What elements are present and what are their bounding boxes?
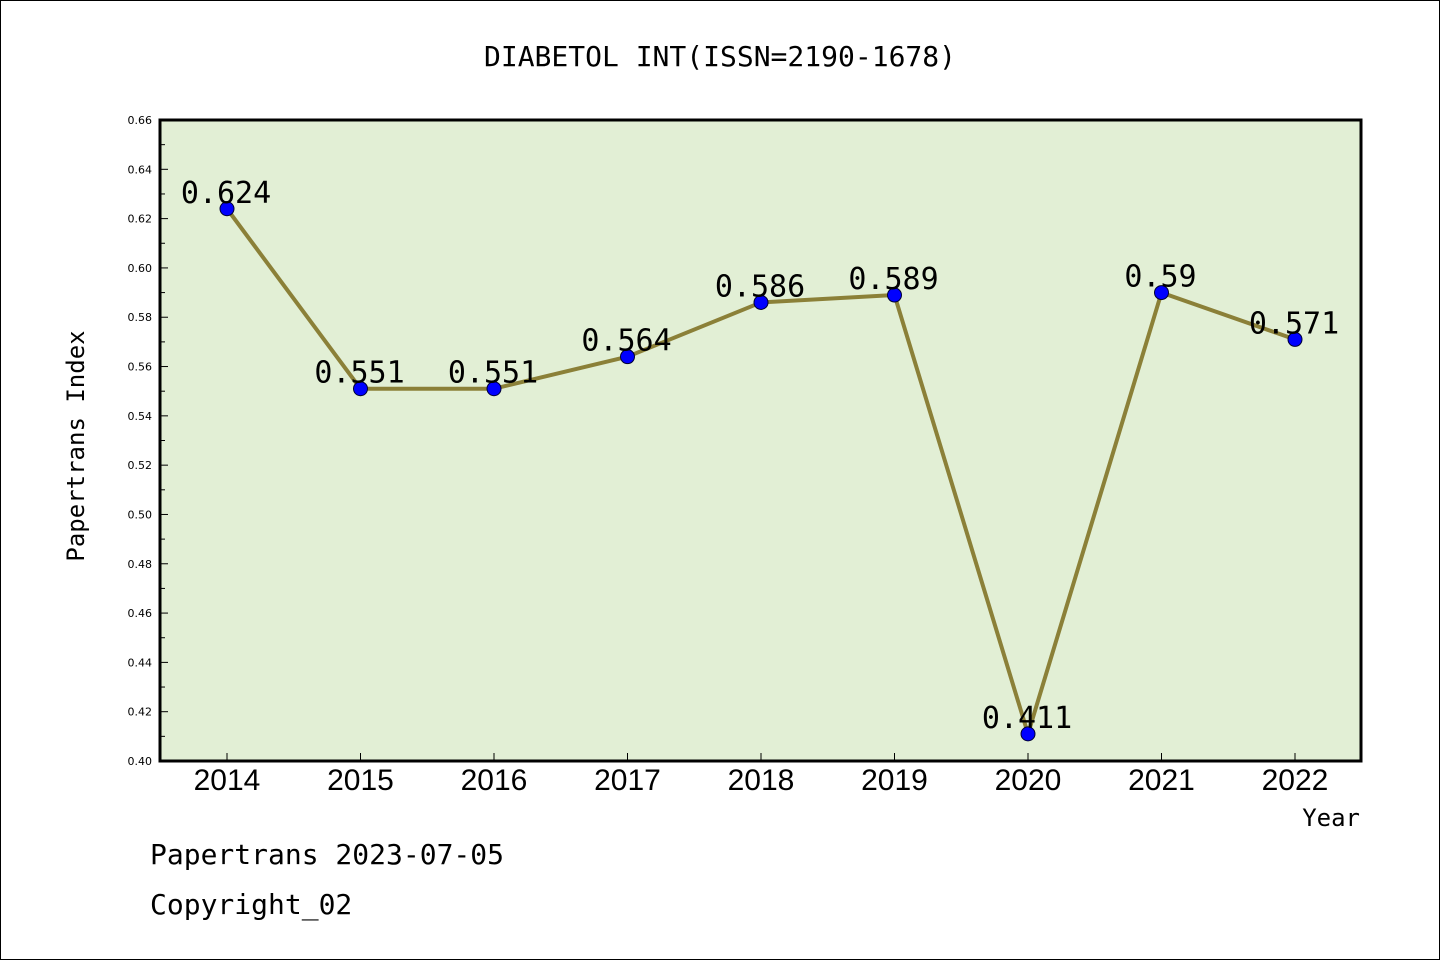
x-axis-title: Year: [1302, 804, 1360, 832]
data-point: [620, 349, 635, 365]
series-markers: [219, 201, 1303, 742]
data-label: 0.624: [181, 176, 271, 211]
x-tick-label: 2017: [594, 764, 661, 797]
x-tick-label: 2020: [995, 764, 1062, 797]
y-tick-label: 0.54: [128, 410, 153, 423]
data-point: [753, 294, 769, 310]
data-label: 0.59: [1124, 260, 1196, 295]
y-tick-label: 0.56: [128, 361, 153, 374]
plot-border: [158, 118, 1363, 763]
data-label: 0.551: [448, 356, 538, 391]
y-tick-label: 0.40: [128, 755, 153, 768]
data-point: [219, 201, 235, 217]
chart-title: DIABETOL INT(ISSN=2190-1678): [484, 40, 956, 73]
y-tick-label: 0.58: [128, 311, 153, 324]
data-label: 0.411: [982, 701, 1072, 736]
x-tick-label: 2021: [1128, 764, 1195, 797]
y-tick-label: 0.62: [128, 213, 153, 226]
data-label: 0.564: [581, 324, 671, 359]
y-tick-label: 0.66: [128, 114, 153, 127]
x-tick-label: 2018: [728, 764, 795, 797]
plot-area: [160, 120, 1361, 761]
x-tick-label: 2015: [327, 764, 394, 797]
y-tick-label: 0.50: [128, 508, 153, 521]
data-point: [1154, 285, 1169, 301]
data-labels: 0.624 0.551 0.551 0.564 0.586 0.589 0.411 0.59 0…: [181, 176, 1339, 736]
data-label: 0.571: [1249, 306, 1339, 341]
x-tick-label: 2022: [1262, 764, 1329, 797]
y-tick-label: 0.60: [128, 262, 153, 275]
y-tick-label: 0.48: [128, 558, 153, 571]
data-point: [887, 287, 902, 303]
data-point: [1020, 726, 1036, 742]
data-point: [353, 381, 368, 397]
data-label: 0.551: [314, 356, 404, 391]
x-tick-label: 2016: [461, 764, 528, 797]
y-tick-label: 0.46: [128, 607, 153, 620]
y-tick-label: 0.64: [128, 163, 153, 176]
y-axis-title: Papertrans Index: [62, 330, 90, 561]
data-point: [486, 381, 502, 397]
data-label: 0.589: [848, 262, 938, 297]
x-tick-label: 2019: [861, 764, 928, 797]
x-tick-label: 2014: [194, 764, 261, 797]
data-label: 0.586: [715, 269, 805, 304]
data-point: [1287, 331, 1303, 347]
y-tick-label: 0.52: [128, 459, 153, 472]
y-tick-label: 0.42: [128, 706, 153, 719]
footer-copyright: Copyright_02: [150, 888, 352, 922]
y-tick-label: 0.44: [128, 656, 153, 669]
x-axis: 2014 2015 2016 2017 2018 2019 2020 2021 2022: [194, 753, 1329, 797]
footer-date: Papertrans 2023-07-05: [150, 838, 504, 871]
